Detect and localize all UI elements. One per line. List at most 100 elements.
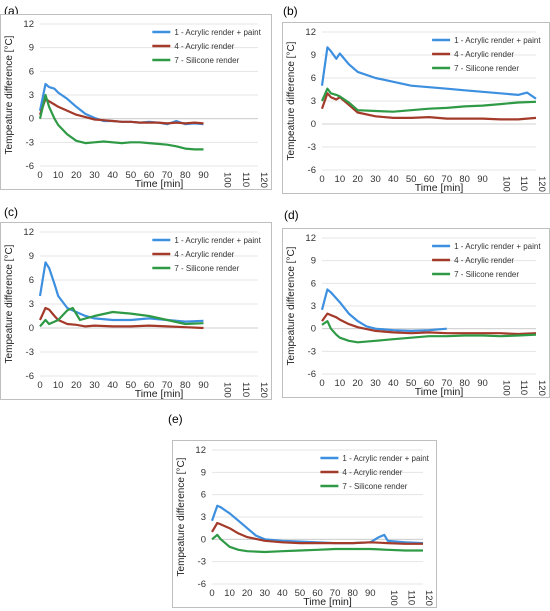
series-line-1 (320, 46, 537, 100)
x-tick-label: 0 (319, 174, 324, 185)
x-tick-label: 20 (71, 380, 82, 391)
series-line-1 (210, 504, 424, 545)
y-tick-label: -6 (198, 579, 206, 590)
x-tick-label: 10 (53, 170, 64, 181)
legend-label-2: 4 - Acrylic render (454, 50, 514, 59)
x-tick-label: 30 (89, 380, 100, 391)
x-tick-label: 100 (500, 176, 511, 192)
x-tick-label: 40 (277, 588, 288, 599)
y-tick-label: 3 (201, 512, 206, 523)
x-tick-label: 80 (459, 378, 470, 389)
y-tick-label: 3 (311, 301, 316, 312)
x-tick-label: 10 (224, 588, 235, 599)
y-tick-label: 0 (29, 114, 34, 125)
legend-label-1: 1 - Acrylic render + paint (454, 242, 541, 251)
x-tick-label: 120 (258, 382, 269, 398)
x-tick-label: 60 (424, 174, 435, 185)
x-axis-title: Time [min] (135, 178, 184, 190)
x-tick-label: 40 (388, 174, 399, 185)
x-tick-label: 90 (477, 378, 488, 389)
y-axis-title: Tempeature difference [°C] (286, 246, 297, 365)
panel-letter-b: (b) (283, 4, 298, 18)
y-tick-label: -3 (308, 142, 316, 153)
x-tick-label: 70 (162, 170, 173, 181)
y-tick-label: 0 (311, 324, 316, 335)
y-tick-label: -3 (26, 347, 34, 358)
y-axis-title: Tempeature difference [°C] (4, 244, 15, 363)
chart-frame (282, 228, 550, 398)
x-tick-label: 0 (209, 588, 214, 599)
panel-letter-d: (d) (284, 208, 299, 222)
y-tick-label: 6 (311, 73, 316, 84)
x-tick-label: 70 (162, 380, 173, 391)
x-tick-label: 50 (126, 380, 137, 391)
y-tick-label: 6 (29, 66, 34, 77)
x-tick-label: 100 (500, 380, 511, 396)
x-tick-label: 30 (370, 378, 381, 389)
x-tick-label: 20 (242, 588, 253, 599)
x-tick-label: 50 (406, 174, 417, 185)
chart-frame (172, 440, 437, 608)
series-line-3 (39, 306, 204, 328)
y-tick-label: 9 (311, 50, 316, 61)
y-tick-label: 0 (29, 323, 34, 334)
x-tick-label: 120 (423, 590, 434, 606)
y-tick-label: 12 (305, 233, 316, 244)
x-tick-label: 60 (424, 378, 435, 389)
legend-label-1: 1 - Acrylic render + paint (174, 236, 261, 245)
x-tick-label: 30 (259, 588, 270, 599)
y-tick-label: 9 (29, 43, 34, 54)
y-tick-label: 12 (23, 19, 34, 30)
x-tick-label: 0 (319, 378, 324, 389)
x-axis-title: Time [min] (415, 386, 464, 398)
legend-label-3: 7 - Silicone render (454, 270, 519, 279)
y-tick-label: 12 (305, 27, 316, 38)
y-tick-label: 9 (311, 256, 316, 267)
x-tick-label: 110 (240, 172, 251, 187)
series-line-3 (320, 87, 537, 113)
legend-label-1: 1 - Acrylic render + paint (342, 454, 429, 463)
series-line-3 (321, 319, 537, 344)
y-axis-title: Tempeature difference [°C] (176, 457, 187, 576)
x-tick-label: 20 (352, 174, 363, 185)
panel-letter-c: (c) (4, 205, 18, 219)
y-tick-label: 12 (23, 227, 34, 238)
legend-label-1: 1 - Acrylic render + paint (174, 28, 261, 37)
x-axis-title: Time [min] (135, 388, 184, 400)
x-tick-label: 40 (107, 380, 118, 391)
x-tick-label: 110 (405, 590, 416, 605)
y-tick-label: 12 (195, 445, 206, 456)
y-tick-label: -6 (26, 161, 34, 172)
y-tick-label: -6 (308, 165, 316, 176)
x-tick-label: 90 (365, 588, 376, 599)
chart-frame (0, 14, 272, 190)
legend-label-2: 4 - Acrylic render (454, 256, 514, 265)
x-tick-label: 120 (536, 176, 547, 192)
legend-label-2: 4 - Acrylic render (174, 42, 234, 51)
x-tick-label: 60 (144, 380, 155, 391)
x-tick-label: 80 (347, 588, 358, 599)
x-tick-label: 90 (198, 170, 209, 181)
series-line-3 (211, 533, 423, 554)
x-tick-label: 20 (352, 378, 363, 389)
x-tick-label: 40 (388, 378, 399, 389)
legend-label-2: 4 - Acrylic render (342, 468, 402, 477)
series-line-2 (211, 521, 423, 545)
y-tick-label: 3 (311, 96, 316, 107)
x-tick-label: 110 (518, 380, 529, 395)
y-tick-label: 3 (29, 299, 34, 310)
x-axis-title: Time [min] (415, 182, 464, 194)
x-tick-label: 100 (222, 172, 233, 188)
y-tick-label: 6 (311, 278, 316, 289)
x-tick-label: 90 (198, 380, 209, 391)
y-tick-label: 9 (29, 251, 34, 262)
series-line-1 (320, 288, 447, 333)
x-tick-label: 30 (89, 170, 100, 181)
x-tick-label: 80 (180, 380, 191, 391)
chart-frame (0, 222, 272, 400)
x-tick-label: 30 (370, 174, 381, 185)
x-tick-label: 0 (37, 380, 42, 391)
